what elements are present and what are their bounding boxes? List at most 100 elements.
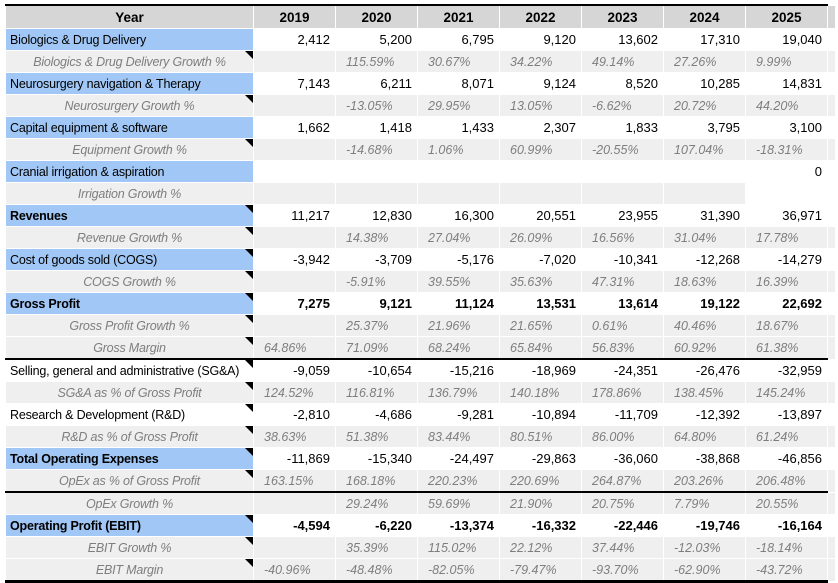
value-cell[interactable]: 6,211 xyxy=(335,72,418,95)
value-cell[interactable]: 20,551 xyxy=(499,204,582,227)
value-cell[interactable]: -5.91% xyxy=(335,270,418,293)
row-label-cell[interactable]: Selling, general and administrative (SG&… xyxy=(5,358,254,382)
value-cell[interactable]: -16,164 xyxy=(745,514,828,537)
value-cell[interactable] xyxy=(253,160,336,183)
row-label-cell[interactable]: R&D as % of Gross Profit xyxy=(5,425,254,448)
value-cell[interactable]: 35.39% xyxy=(335,536,418,559)
value-cell[interactable] xyxy=(253,50,336,73)
value-cell[interactable]: -18.31% xyxy=(745,138,828,161)
year-column-header[interactable]: 2023 xyxy=(581,4,664,29)
value-cell[interactable]: 9,124 xyxy=(499,72,582,95)
value-cell[interactable]: 39.55% xyxy=(417,270,500,293)
value-cell[interactable]: 5,200 xyxy=(335,28,418,51)
value-cell[interactable] xyxy=(253,536,336,559)
value-cell[interactable]: -9,281 xyxy=(417,403,500,426)
value-cell[interactable]: 21.96% xyxy=(417,314,500,337)
value-cell[interactable]: 19,122 xyxy=(663,292,746,315)
value-cell[interactable]: -36,060 xyxy=(581,447,664,470)
value-cell[interactable]: -24,497 xyxy=(417,447,500,470)
year-column-header[interactable]: 2025 xyxy=(745,4,828,29)
value-cell[interactable]: 17.78% xyxy=(745,226,828,249)
value-cell[interactable]: 37.44% xyxy=(581,536,664,559)
value-cell[interactable]: 27.26% xyxy=(663,50,746,73)
value-cell[interactable]: 14.38% xyxy=(335,226,418,249)
value-cell[interactable]: 44.20% xyxy=(745,94,828,117)
row-label-cell[interactable]: Total Operating Expenses xyxy=(5,447,254,470)
value-cell[interactable]: 1,662 xyxy=(253,116,336,139)
year-column-header[interactable]: 2021 xyxy=(417,4,500,29)
value-cell[interactable]: -6.62% xyxy=(581,94,664,117)
value-cell[interactable]: -93.70% xyxy=(581,558,664,583)
value-cell[interactable]: -10,894 xyxy=(499,403,582,426)
value-cell[interactable]: -20.55% xyxy=(581,138,664,161)
value-cell[interactable]: 60.92% xyxy=(663,336,746,360)
row-label-cell[interactable]: Revenue Growth % xyxy=(5,226,254,249)
value-cell[interactable]: 47.31% xyxy=(581,270,664,293)
year-column-header[interactable]: 2020 xyxy=(335,4,418,29)
value-cell[interactable]: -24,351 xyxy=(581,358,664,382)
row-label-cell[interactable]: Gross Profit xyxy=(5,292,254,315)
value-cell[interactable] xyxy=(253,226,336,249)
value-cell[interactable]: 16.56% xyxy=(581,226,664,249)
value-cell[interactable]: 71.09% xyxy=(335,336,418,360)
value-cell[interactable] xyxy=(417,160,500,183)
value-cell[interactable]: -11,869 xyxy=(253,447,336,470)
value-cell[interactable]: 80.51% xyxy=(499,425,582,448)
value-cell[interactable]: -12,392 xyxy=(663,403,746,426)
value-cell[interactable]: 86.00% xyxy=(581,425,664,448)
value-cell[interactable]: 14,831 xyxy=(745,72,828,95)
value-cell[interactable]: 0.61% xyxy=(581,314,664,337)
value-cell[interactable]: -14.68% xyxy=(335,138,418,161)
value-cell[interactable] xyxy=(253,270,336,293)
value-cell[interactable]: 11,124 xyxy=(417,292,500,315)
value-cell[interactable]: 7.79% xyxy=(663,491,746,515)
value-cell[interactable]: 115.59% xyxy=(335,50,418,73)
row-label-cell[interactable]: Gross Margin xyxy=(5,336,254,360)
row-label-cell[interactable]: OpEx Growth % xyxy=(5,491,254,515)
value-cell[interactable]: 64.86% xyxy=(253,336,336,360)
year-column-header[interactable]: 2024 xyxy=(663,4,746,29)
value-cell[interactable]: -22,446 xyxy=(581,514,664,537)
value-cell[interactable] xyxy=(335,182,418,205)
value-cell[interactable]: 115.02% xyxy=(417,536,500,559)
value-cell[interactable]: 34.22% xyxy=(499,50,582,73)
value-cell[interactable]: -32,959 xyxy=(745,358,828,382)
value-cell[interactable]: 136.79% xyxy=(417,381,500,404)
row-label-cell[interactable]: Research & Development (R&D) xyxy=(5,403,254,426)
row-label-cell[interactable]: Biologics & Drug Delivery Growth % xyxy=(5,50,254,73)
value-cell[interactable]: 61.24% xyxy=(745,425,828,448)
value-cell[interactable] xyxy=(253,491,336,515)
value-cell[interactable]: 3,795 xyxy=(663,116,746,139)
value-cell[interactable] xyxy=(253,138,336,161)
value-cell[interactable]: -5,176 xyxy=(417,248,500,271)
row-label-cell[interactable]: Neurosurgery navigation & Therapy xyxy=(5,72,254,95)
row-label-cell[interactable]: SG&A as % of Gross Profit xyxy=(5,381,254,404)
value-cell[interactable]: 1,433 xyxy=(417,116,500,139)
value-cell[interactable]: 138.45% xyxy=(663,381,746,404)
value-cell[interactable] xyxy=(253,94,336,117)
value-cell[interactable]: 145.24% xyxy=(745,381,828,404)
value-cell[interactable]: 1,833 xyxy=(581,116,664,139)
value-cell[interactable]: -15,216 xyxy=(417,358,500,382)
value-cell[interactable]: 40.46% xyxy=(663,314,746,337)
value-cell[interactable]: 60.99% xyxy=(499,138,582,161)
value-cell[interactable]: -12.03% xyxy=(663,536,746,559)
row-label-cell[interactable]: EBIT Margin xyxy=(5,558,254,583)
value-cell[interactable]: -46,856 xyxy=(745,447,828,470)
value-cell[interactable]: -12,268 xyxy=(663,248,746,271)
value-cell[interactable]: 140.18% xyxy=(499,381,582,404)
value-cell[interactable]: 31.04% xyxy=(663,226,746,249)
value-cell[interactable]: -3,942 xyxy=(253,248,336,271)
value-cell[interactable]: -16,332 xyxy=(499,514,582,537)
value-cell[interactable]: 10,285 xyxy=(663,72,746,95)
row-label-cell[interactable]: Cranial irrigation & aspiration xyxy=(5,160,254,183)
value-cell[interactable]: 7,275 xyxy=(253,292,336,315)
value-cell[interactable]: 107.04% xyxy=(663,138,746,161)
value-cell[interactable]: 13,614 xyxy=(581,292,664,315)
value-cell[interactable]: 51.38% xyxy=(335,425,418,448)
value-cell[interactable]: 30.67% xyxy=(417,50,500,73)
value-cell[interactable]: 13,602 xyxy=(581,28,664,51)
value-cell[interactable]: 6,795 xyxy=(417,28,500,51)
value-cell[interactable]: 61.38% xyxy=(745,336,828,360)
value-cell[interactable]: -13,897 xyxy=(745,403,828,426)
